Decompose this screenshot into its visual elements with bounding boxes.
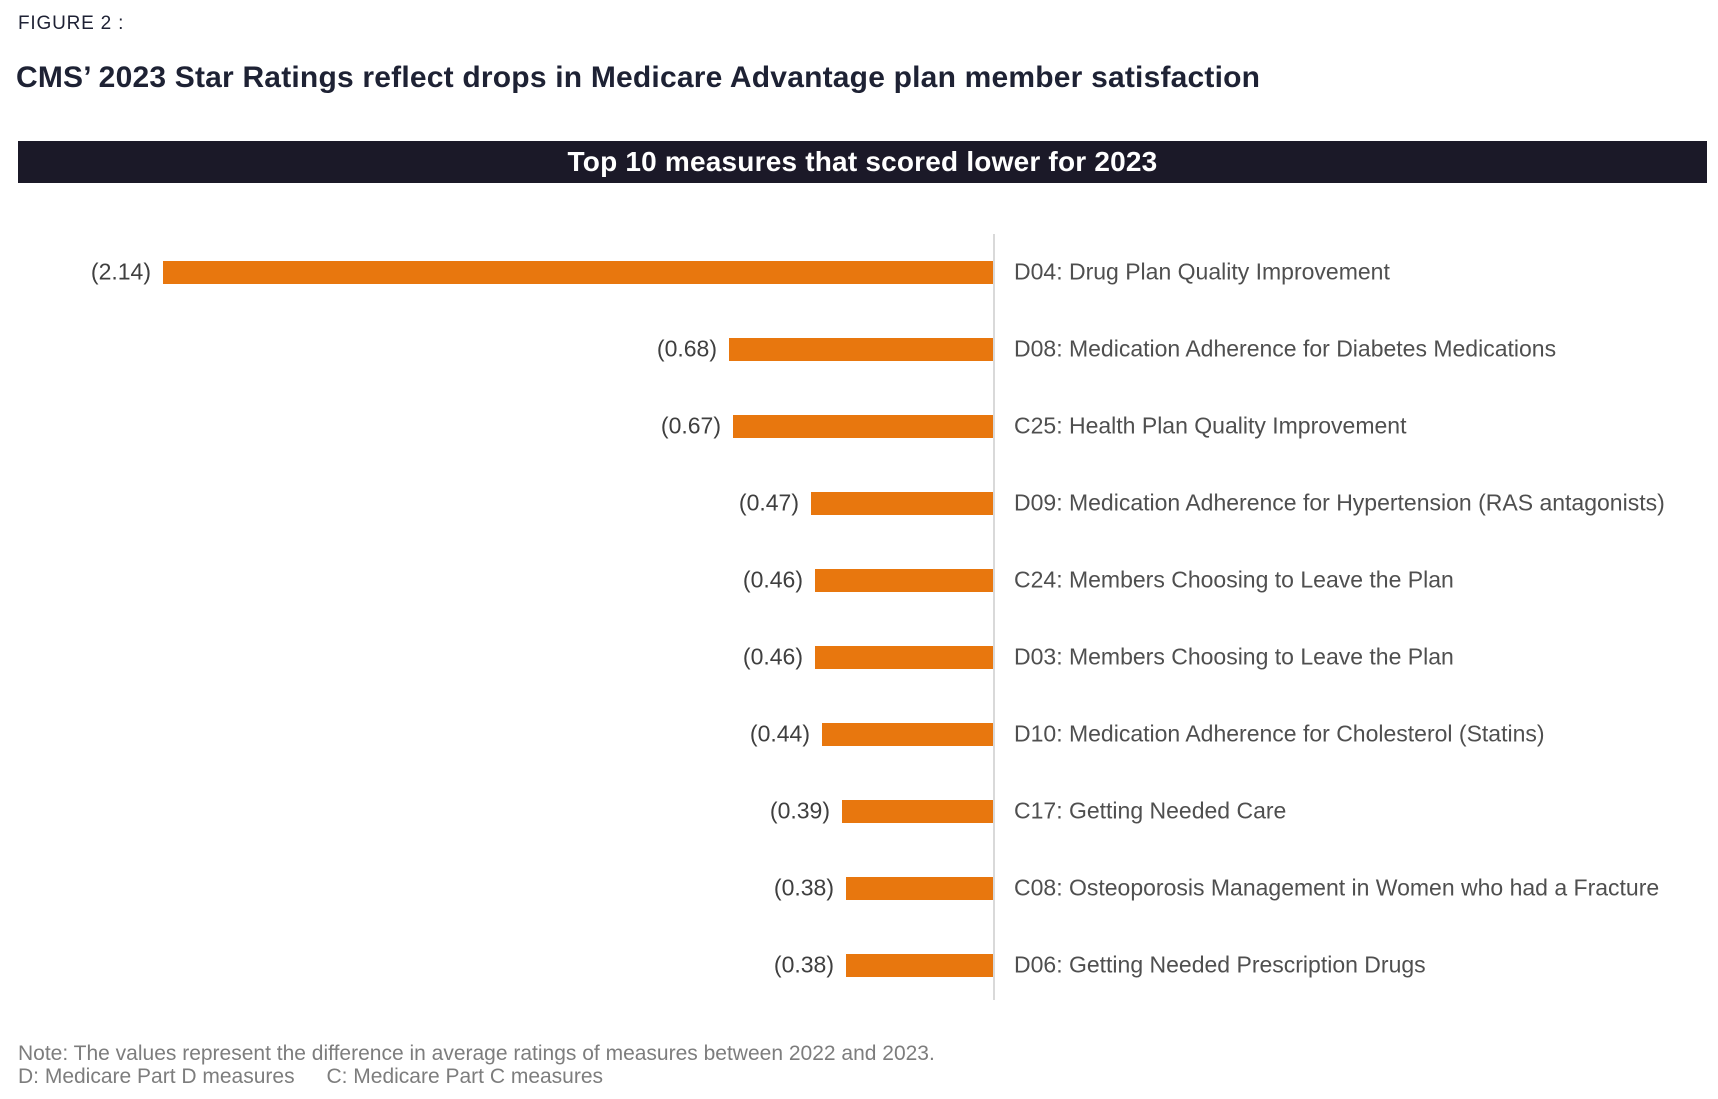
- bar: [846, 953, 993, 977]
- bar-value-label: (0.68): [656, 335, 717, 362]
- figure-label: FIGURE 2 :: [18, 13, 125, 34]
- bar-value-label: (0.46): [742, 643, 803, 670]
- bar: [846, 876, 993, 900]
- bar-category-label: C24: Members Choosing to Leave the Plan: [1014, 566, 1454, 593]
- bar-value-label: (0.44): [749, 720, 810, 747]
- bar-category-label: D10: Medication Adherence for Cholestero…: [1014, 720, 1545, 747]
- chart-footnote: Note: The values represent the differenc…: [18, 1042, 935, 1088]
- bar-value-label: (0.38): [773, 951, 834, 978]
- bar-category-label: D04: Drug Plan Quality Improvement: [1014, 258, 1390, 285]
- footnote-note: Note: The values represent the differenc…: [18, 1042, 935, 1065]
- chart-baseline-axis: [993, 234, 995, 1000]
- page-title: CMS’ 2023 Star Ratings reflect drops in …: [16, 61, 1261, 94]
- bar-value-label: (0.38): [773, 874, 834, 901]
- bar: [815, 568, 993, 592]
- bar-category-label: C17: Getting Needed Care: [1014, 797, 1287, 824]
- bar: [842, 799, 993, 823]
- chart-title-banner: Top 10 measures that scored lower for 20…: [18, 141, 1707, 183]
- bar: [822, 722, 993, 746]
- bar-value-label: (0.67): [660, 412, 721, 439]
- bar-value-label: (0.46): [742, 566, 803, 593]
- bar: [163, 260, 993, 284]
- bar: [811, 491, 993, 515]
- bar-category-label: D09: Medication Adherence for Hypertensi…: [1014, 489, 1665, 516]
- bar: [733, 414, 993, 438]
- chart-title-banner-text: Top 10 measures that scored lower for 20…: [567, 146, 1158, 177]
- bar: [815, 645, 993, 669]
- bar-category-label: D03: Members Choosing to Leave the Plan: [1014, 643, 1454, 670]
- bar-category-label: D08: Medication Adherence for Diabetes M…: [1014, 335, 1557, 362]
- footnote-legend: D: Medicare Part D measures C: Medicare …: [18, 1065, 935, 1088]
- bar-category-label: C08: Osteoporosis Management in Women wh…: [1014, 874, 1660, 901]
- bar-value-label: (2.14): [90, 258, 151, 285]
- bar-value-label: (0.39): [769, 797, 830, 824]
- footnote-legend-part-c: C: Medicare Part C measures: [326, 1065, 604, 1088]
- bar: [729, 337, 993, 361]
- footnote-legend-part-d: D: Medicare Part D measures: [18, 1065, 295, 1088]
- bar-category-label: D06: Getting Needed Prescription Drugs: [1014, 951, 1426, 978]
- bar-category-label: C25: Health Plan Quality Improvement: [1014, 412, 1407, 439]
- bar-value-label: (0.47): [738, 489, 799, 516]
